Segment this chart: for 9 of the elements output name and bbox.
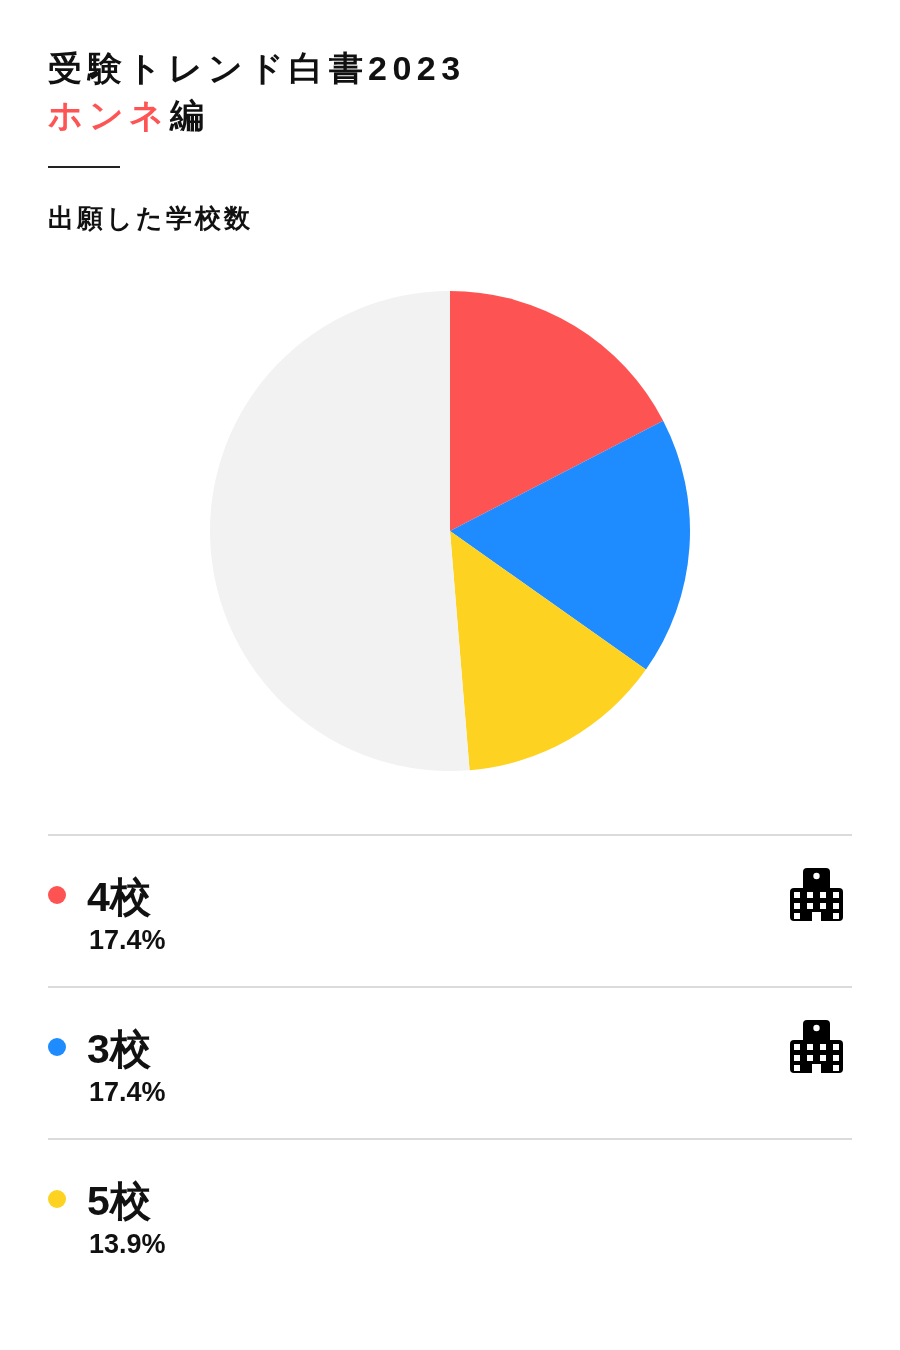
data-label: 17.4% xyxy=(89,925,166,955)
data-label: 13.9% xyxy=(89,1229,166,1259)
legend-label: 3校 xyxy=(87,1026,152,1072)
subtitle: ホンネ編 xyxy=(48,96,209,134)
title: 受験トレンド白書2023 xyxy=(48,49,466,87)
annotation: 出願した学校数 xyxy=(48,203,253,233)
legend-label: 5校 xyxy=(87,1178,152,1224)
legend-label: 4校 xyxy=(87,874,152,920)
data-label: 17.4% xyxy=(89,1077,166,1107)
